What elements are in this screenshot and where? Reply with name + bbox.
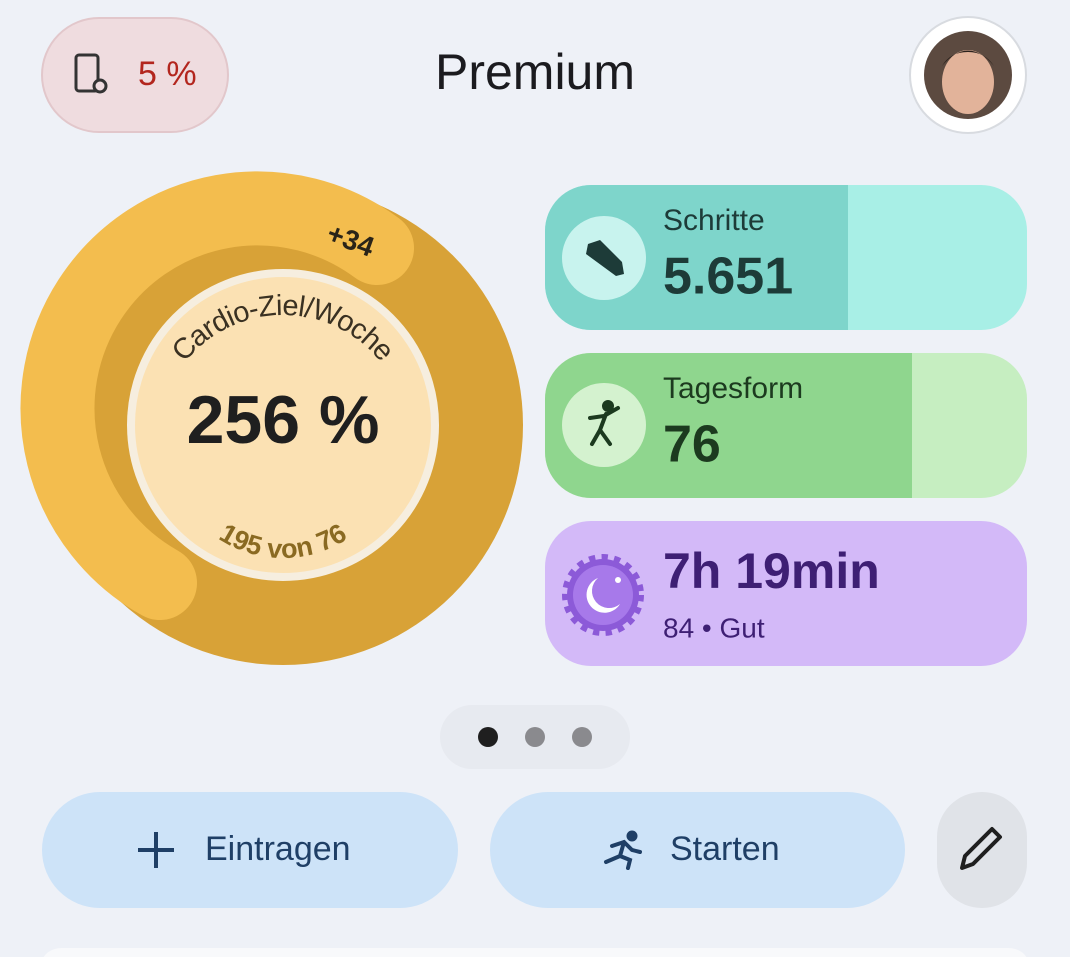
avatar-face xyxy=(942,50,994,114)
battery-pill[interactable]: 5 % xyxy=(41,17,229,133)
pill-bg[interactable] xyxy=(41,17,229,133)
pencil-icon xyxy=(960,827,1002,870)
figure-icon xyxy=(588,400,620,446)
avatar[interactable] xyxy=(909,16,1027,134)
sleep-card[interactable]: 7h 19min 84 • Gut xyxy=(545,521,1027,666)
edit-button[interactable] xyxy=(937,792,1027,908)
card-detail: 84 • Gut xyxy=(663,612,765,643)
start-button[interactable]: Starten xyxy=(490,792,905,908)
avatar-hair xyxy=(942,50,994,66)
card-value: 5.651 xyxy=(663,248,793,306)
plus-icon xyxy=(138,832,174,868)
card-progress xyxy=(545,353,912,498)
watch-icon xyxy=(92,78,108,94)
ring-center xyxy=(127,269,439,581)
header-title: Premium xyxy=(435,44,635,100)
card-value: 7h 19min xyxy=(663,543,880,599)
next-card-edge xyxy=(43,948,1027,957)
battery-label: 5 % xyxy=(138,55,197,93)
button-bg[interactable] xyxy=(937,792,1027,908)
button-bg[interactable] xyxy=(490,792,905,908)
form-card[interactable]: Tagesform 76 xyxy=(545,353,1027,498)
device-icon xyxy=(74,53,100,93)
button-label: Eintragen xyxy=(205,830,351,868)
card-bg[interactable] xyxy=(545,521,1027,666)
runner-icon xyxy=(604,830,642,870)
button-label: Starten xyxy=(670,830,780,868)
button-bg[interactable] xyxy=(42,792,458,908)
card-label: Schritte xyxy=(663,204,765,237)
card-label: Tagesform xyxy=(663,372,803,405)
add-button[interactable]: Eintragen xyxy=(42,792,458,908)
cardio-ring[interactable]: +34 Cardio-Ziel/Woche 256 % 195 von 76 xyxy=(20,171,523,665)
sleep-icon xyxy=(562,554,644,636)
shoe-icon xyxy=(586,240,624,276)
pager xyxy=(440,705,630,769)
pager-dot-active[interactable] xyxy=(478,727,498,747)
steps-card[interactable]: Schritte 5.651 xyxy=(545,185,1027,330)
pager-dot[interactable] xyxy=(572,727,592,747)
card-value: 76 xyxy=(663,416,721,474)
ring-value: 256 % xyxy=(187,382,380,458)
pager-dot[interactable] xyxy=(525,727,545,747)
ring-progress xyxy=(20,171,414,620)
